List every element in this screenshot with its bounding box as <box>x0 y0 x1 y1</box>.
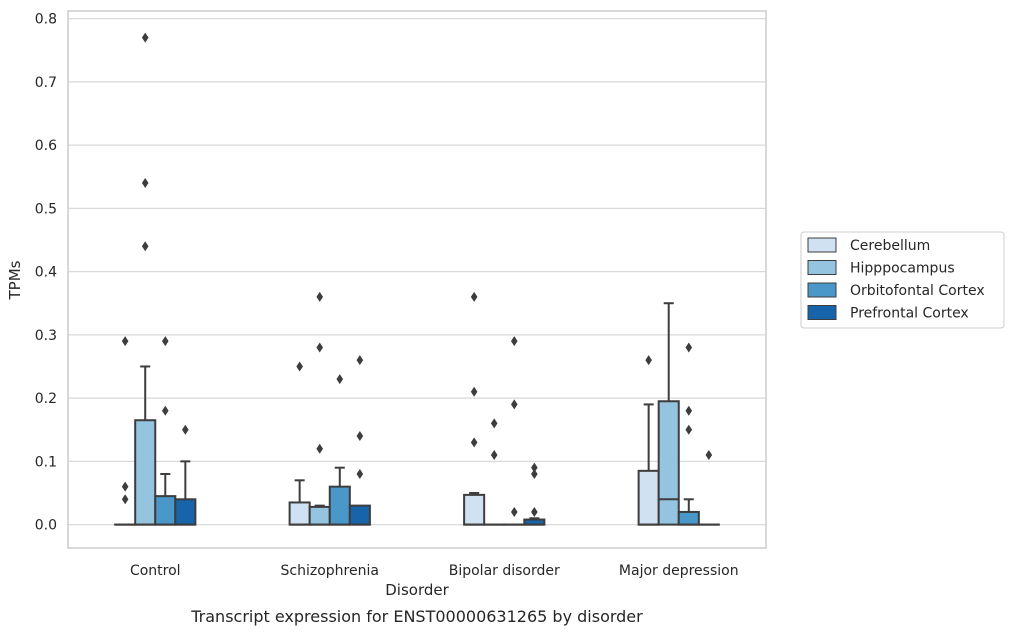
outlier-point <box>121 494 129 505</box>
box-group <box>134 32 157 526</box>
x-tick-label: Major depression <box>619 563 739 579</box>
outlier-point <box>470 386 478 397</box>
x-tick-labels: Control Schizophrenia Bipolar disorder Majo… <box>130 563 739 579</box>
y-tick-label: 0.8 <box>35 12 57 28</box>
outlier-point <box>141 241 149 252</box>
box-group <box>503 336 526 526</box>
outlier-point <box>182 424 189 435</box>
outlier-point <box>356 431 364 442</box>
outlier-point <box>470 291 478 302</box>
y-tick-label: 0.7 <box>35 75 57 91</box>
box-group <box>114 336 137 526</box>
outlier-point <box>685 342 693 353</box>
outlier-point <box>121 481 129 492</box>
outlier-point <box>531 462 538 473</box>
outlier-point <box>510 399 518 410</box>
x-tick-label: Control <box>130 563 181 579</box>
outlier-point <box>316 342 324 353</box>
outlier-point <box>356 355 364 366</box>
box <box>677 510 700 526</box>
outlier-point <box>336 374 344 385</box>
box-group <box>637 355 660 526</box>
outlier-point <box>685 405 693 416</box>
x-tick-label: Schizophrenia <box>281 563 379 579</box>
outlier-point <box>531 468 538 479</box>
outlier-point <box>161 405 169 416</box>
legend-label: Orbitofontal Cortex <box>850 283 985 299</box>
chart-caption: Transcript expression for ENST0000063126… <box>190 607 643 626</box>
box <box>348 504 371 526</box>
y-tick-label: 0.5 <box>35 201 57 217</box>
box-layer <box>114 32 720 526</box>
legend-frame <box>800 231 1005 329</box>
y-tick-label: 0.6 <box>35 138 57 154</box>
outlier-point <box>121 336 129 347</box>
box-group <box>328 374 351 526</box>
legend: Cerebellum Hipppocampus Orbitofontal Corte… <box>800 231 1005 329</box>
y-tick-label: 0.3 <box>35 328 57 344</box>
box <box>134 419 157 526</box>
outlier-point <box>141 32 149 43</box>
box-group <box>348 355 371 526</box>
box-group <box>657 302 680 526</box>
y-tick-label: 0.0 <box>35 518 57 534</box>
outlier-point <box>510 506 518 517</box>
legend-label: Prefrontal Cortex <box>850 306 969 322</box>
outlier-point <box>356 468 364 479</box>
outlier-point <box>161 336 169 347</box>
box <box>637 469 660 526</box>
outlier-point <box>705 450 713 461</box>
y-tick-labels: 0.0 0.1 0.2 0.3 0.4 0.5 0.6 0.7 0.8 <box>35 12 57 534</box>
legend-swatch <box>807 282 837 298</box>
outlier-point <box>141 178 149 189</box>
box-group <box>308 291 331 526</box>
outlier-point <box>510 336 518 347</box>
y-tick-label: 0.4 <box>35 265 57 281</box>
legend-items: Cerebellum Hipppocampus Orbitofontal Corte… <box>807 237 985 322</box>
box <box>154 495 177 526</box>
legend-swatch <box>807 260 837 275</box>
outlier-point <box>470 437 478 448</box>
outlier-point <box>296 361 303 372</box>
box-group <box>174 424 197 526</box>
box <box>174 498 197 526</box>
plot-frame <box>67 10 767 549</box>
box-group <box>463 291 486 526</box>
legend-swatch <box>807 305 837 320</box>
outlier-point <box>490 418 498 429</box>
y-tick-label: 0.2 <box>35 391 57 407</box>
box-group <box>697 450 720 526</box>
x-axis-title: Disorder <box>385 581 449 599</box>
box-group <box>677 342 700 526</box>
box <box>463 493 486 526</box>
legend-swatch <box>807 237 837 253</box>
outlier-point <box>490 450 498 461</box>
box <box>328 485 351 526</box>
outlier-point <box>316 291 324 302</box>
legend-label: Cerebellum <box>850 238 930 254</box>
y-tick-label: 0.1 <box>35 454 57 470</box>
box <box>288 501 311 526</box>
box <box>657 400 680 526</box>
outlier-point <box>645 355 652 366</box>
box-group <box>154 336 177 526</box>
outlier-point <box>685 424 693 435</box>
legend-label: Hipppocampus <box>850 261 955 277</box>
x-tick-label: Bipolar disorder <box>449 563 560 579</box>
box-group <box>483 418 506 526</box>
box-group <box>523 462 546 526</box>
outlier-point <box>531 506 538 517</box>
y-axis-title: TPMs <box>6 260 24 300</box>
outlier-point <box>316 443 324 454</box>
box-group <box>288 361 311 526</box>
box <box>308 505 331 526</box>
